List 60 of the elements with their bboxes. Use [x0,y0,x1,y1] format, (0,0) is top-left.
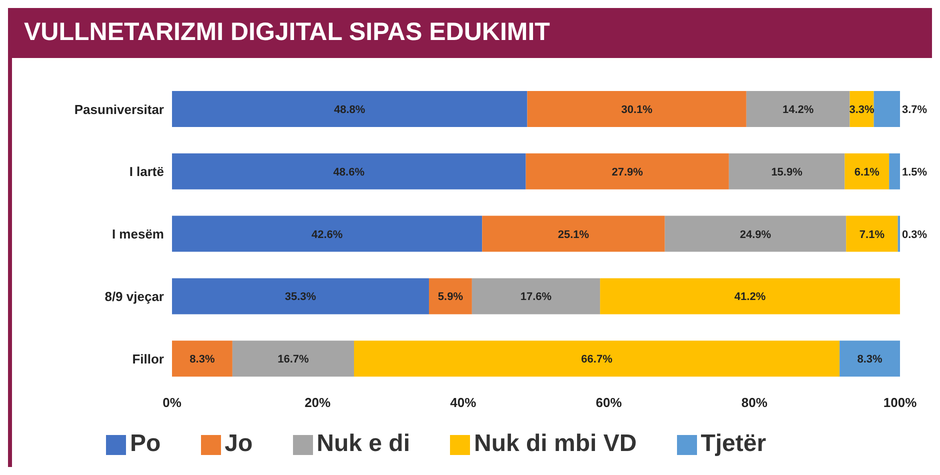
bar [482,216,665,252]
data-label: 25.1% [558,228,590,241]
bar [844,153,890,190]
bar [527,91,746,127]
bar [472,278,600,314]
x-tick-label: 0% [162,395,182,410]
bar [846,216,898,252]
bar [172,340,232,377]
bar [172,216,482,252]
data-label: 8.3% [190,354,215,366]
data-label: 14.2% [782,104,814,116]
bar [172,153,526,190]
bar [874,91,900,127]
y-tick-label: I lartë [129,164,164,180]
data-label: 6.1% [854,166,880,178]
data-label: 1.5% [902,166,928,178]
y-tick-label: Fillor [132,351,164,366]
data-label: 27.9% [612,166,644,178]
bar [746,91,850,127]
data-label: 30.1% [621,104,653,116]
data-label: 35.3% [284,291,316,304]
bar [172,91,528,127]
legend-label: Po [130,430,161,457]
bar [664,216,846,252]
data-label: 0.3% [902,228,928,241]
data-label: 3.7% [902,104,928,116]
legend-label: Jo [224,430,253,457]
bar [232,340,354,377]
chart-title: VULLNETARIZMI DIGJITAL SIPAS EDUKIMIT [12,8,932,58]
bar [728,153,845,190]
bar [354,340,840,377]
bar [889,153,900,190]
data-label: 7.1% [859,228,885,241]
x-tick-label: 80% [741,395,768,410]
data-label: 17.6% [520,291,552,304]
bar [600,278,900,314]
y-tick-label: I mesëm [112,226,164,242]
data-label: 42.6% [311,228,343,241]
bar [172,278,429,314]
legend-label: Nuk di mbi VD [474,430,637,457]
bar [428,278,472,314]
legend-label: Nuk e di [316,430,410,457]
data-label: 16.7% [278,354,310,366]
bar [526,153,729,190]
y-tick-label: 8/9 vjeçar [104,289,164,304]
x-tick-label: 40% [450,395,477,410]
data-label: 5.9% [438,291,464,304]
data-label: 66.7% [581,354,613,366]
data-label: 48.8% [334,104,366,116]
data-label: 48.6% [333,166,365,178]
data-label: 15.9% [771,166,803,178]
data-label: 24.9% [740,228,772,241]
bar [840,340,900,377]
x-tick-label: 20% [304,395,332,410]
legend-label: Tjetër [700,430,766,457]
data-label: 41.2% [734,291,766,304]
x-tick-label: 100% [883,395,918,410]
y-tick-label: Pasuniversitar [74,102,164,117]
x-tick-label: 60% [596,395,622,410]
data-label: 8.3% [857,354,883,366]
